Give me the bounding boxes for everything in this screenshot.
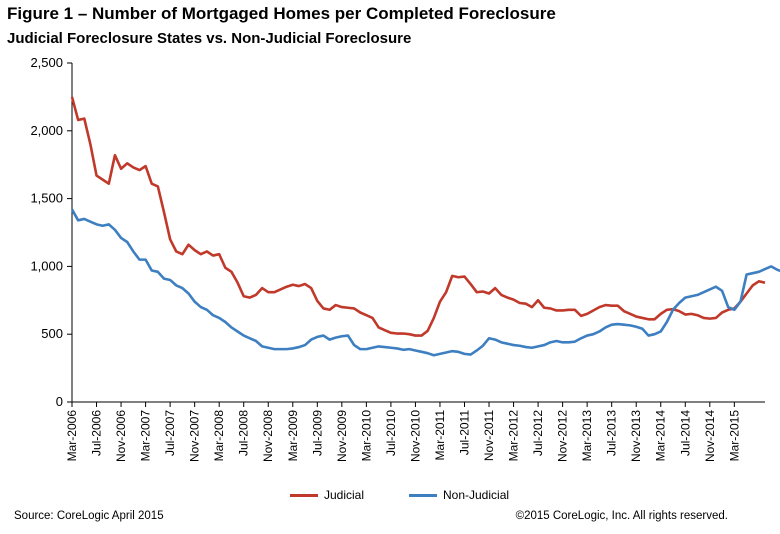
y-tick-label: 0 [56, 394, 63, 409]
chart-subtitle: Judicial Foreclosure States vs. Non-Judi… [7, 30, 412, 47]
x-tick-label: Jul-2009 [310, 410, 324, 456]
y-tick-label: 2,500 [30, 55, 63, 70]
x-tick-label: Jul-2014 [678, 410, 692, 456]
y-tick-label: 2,000 [30, 123, 63, 138]
x-tick-label: Nov-2006 [114, 410, 128, 462]
x-tick-label: Nov-2010 [408, 410, 422, 462]
x-tick-label: Jul-2007 [163, 410, 177, 456]
legend-label-non-judicial: Non-Judicial [443, 488, 510, 502]
x-tick-label: Nov-2012 [556, 410, 570, 462]
x-tick-label: Mar-2012 [507, 410, 521, 462]
x-tick-label: Nov-2009 [335, 410, 349, 462]
chart-title: Figure 1 – Number of Mortgaged Homes per… [7, 4, 556, 23]
x-tick-label: Mar-2007 [139, 410, 153, 462]
legend-swatch-judicial [290, 493, 318, 497]
x-tick-label: Mar-2006 [65, 410, 79, 462]
x-tick-label: Nov-2008 [261, 410, 275, 462]
x-tick-label: Jul-2008 [237, 410, 251, 456]
legend-label-judicial: Judicial [324, 488, 365, 502]
x-tick-label: Jul-2010 [384, 410, 398, 456]
x-tick-label: Nov-2011 [482, 410, 496, 461]
x-tick-label: Mar-2008 [212, 410, 226, 462]
x-tick-label: Jul-2011 [457, 410, 471, 455]
legend: Judicial Non-Judicial [0, 488, 780, 504]
x-tick-label: Nov-2007 [188, 410, 202, 462]
y-tick-label: 1,500 [30, 191, 63, 206]
series-line-judicial [70, 96, 766, 337]
legend-item-non-judicial: Non-Judicial [409, 488, 509, 502]
copyright-note: ©2015 CoreLogic, Inc. All rights reserve… [515, 510, 728, 522]
legend-item-judicial: Judicial [290, 488, 364, 502]
x-tick-label: Nov-2013 [629, 410, 643, 462]
x-tick-label: Mar-2011 [433, 410, 447, 461]
legend-swatch-non-judicial [409, 493, 437, 497]
x-tick-label: Mar-2009 [286, 410, 300, 462]
x-tick-label: Mar-2013 [580, 410, 594, 462]
x-tick-label: Jul-2006 [90, 410, 104, 456]
x-tick-label: Mar-2015 [727, 410, 741, 462]
y-tick-label: 500 [41, 326, 63, 341]
x-tick-label: Mar-2014 [654, 410, 668, 462]
source-note: Source: CoreLogic April 2015 [14, 510, 164, 522]
x-tick-label: Nov-2014 [703, 410, 717, 462]
x-tick-label: Jul-2013 [605, 410, 619, 456]
x-tick-label: Jul-2012 [531, 410, 545, 456]
series-line-non-judicial [70, 208, 780, 357]
y-tick-label: 1,000 [30, 258, 63, 273]
x-tick-label: Mar-2010 [359, 410, 373, 462]
